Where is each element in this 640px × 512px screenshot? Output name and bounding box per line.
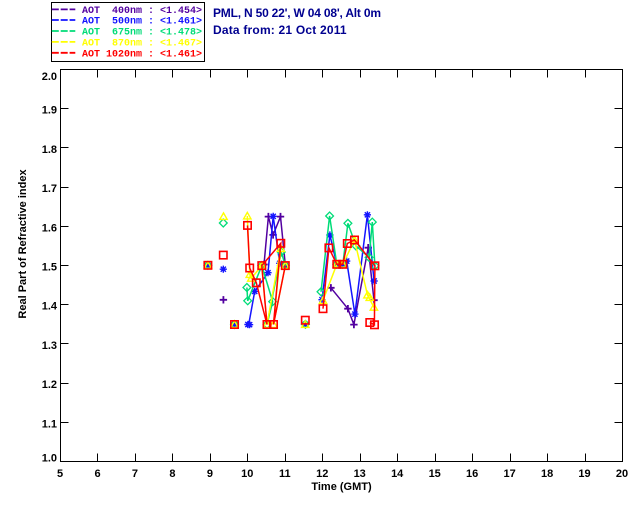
svg-text:1.5: 1.5: [42, 262, 57, 274]
svg-text:Real Part of Refractive index: Real Part of Refractive index: [17, 169, 29, 319]
svg-text:AOT 870nm : <1.467>: AOT 870nm : <1.467>: [82, 39, 202, 50]
svg-text:1.3: 1.3: [42, 340, 57, 352]
svg-text:AOT 1020nm : <1.461>: AOT 1020nm : <1.461>: [82, 49, 202, 60]
svg-text:10: 10: [241, 468, 253, 480]
svg-text:11: 11: [279, 468, 291, 480]
svg-text:PML, N 50 22', W 04 08', Alt 0: PML, N 50 22', W 04 08', Alt 0m: [213, 6, 381, 20]
svg-text:AOT 675nm : <1.478>: AOT 675nm : <1.478>: [82, 28, 202, 39]
svg-text:1.6: 1.6: [42, 222, 57, 234]
svg-text:Time (GMT): Time (GMT): [311, 481, 372, 493]
svg-text:14: 14: [391, 468, 404, 480]
svg-text:1.2: 1.2: [42, 379, 57, 391]
svg-text:18: 18: [541, 468, 553, 480]
svg-text:17: 17: [503, 468, 515, 480]
svg-text:AOT 400nm : <1.454>: AOT 400nm : <1.454>: [82, 6, 202, 17]
svg-text:1.9: 1.9: [42, 105, 57, 117]
svg-text:1.0: 1.0: [42, 453, 57, 465]
svg-text:19: 19: [578, 468, 590, 480]
svg-text:9: 9: [207, 468, 213, 480]
svg-text:5: 5: [57, 468, 63, 480]
svg-text:12: 12: [316, 468, 328, 480]
svg-text:7: 7: [132, 468, 138, 480]
svg-text:2.0: 2.0: [42, 71, 57, 83]
svg-text:8: 8: [169, 468, 175, 480]
svg-text:1.1: 1.1: [42, 418, 57, 430]
svg-text:15: 15: [429, 468, 441, 480]
svg-text:1.7: 1.7: [42, 183, 57, 195]
svg-text:Data from: 21 Oct 2011: Data from: 21 Oct 2011: [213, 23, 347, 37]
svg-text:13: 13: [354, 468, 366, 480]
svg-text:6: 6: [94, 468, 100, 480]
svg-text:20: 20: [616, 468, 628, 480]
svg-text:AOT 500nm : <1.461>: AOT 500nm : <1.461>: [82, 17, 202, 28]
svg-text:1.4: 1.4: [42, 301, 58, 313]
svg-text:1.8: 1.8: [42, 144, 57, 156]
svg-text:16: 16: [466, 468, 478, 480]
